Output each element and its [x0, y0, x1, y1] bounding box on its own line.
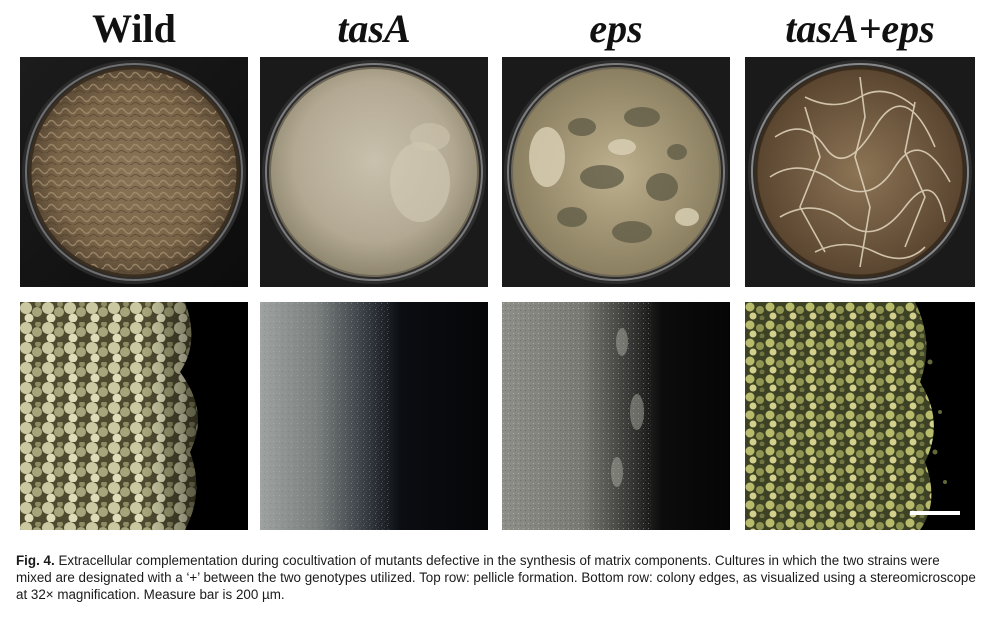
- colony-edge-photo-wild: [20, 302, 248, 530]
- caption-figure-label: Fig. 4.: [16, 553, 55, 568]
- column-label-tasa: tasA: [337, 6, 411, 51]
- pellicle-photo-eps: [502, 57, 730, 287]
- caption-text: Extracellular complementation during coc…: [16, 553, 976, 602]
- colony-edge-photo-eps: [502, 302, 730, 530]
- pellicle-photo-tasa-eps: [745, 57, 975, 287]
- pellicle-photo-wild: [20, 57, 248, 287]
- column-label-tasa-eps: tasA+eps: [785, 6, 935, 51]
- column-label-eps: eps: [589, 6, 643, 51]
- scale-bar: [910, 511, 960, 515]
- pellicle-photo-tasa: [260, 57, 488, 287]
- figure-caption: Fig. 4. Extracellular complementation du…: [16, 552, 978, 603]
- column-label-wild: Wild: [92, 6, 176, 51]
- colony-edge-photo-tasa: [260, 302, 488, 530]
- colony-edge-photo-tasa-eps: [745, 302, 975, 530]
